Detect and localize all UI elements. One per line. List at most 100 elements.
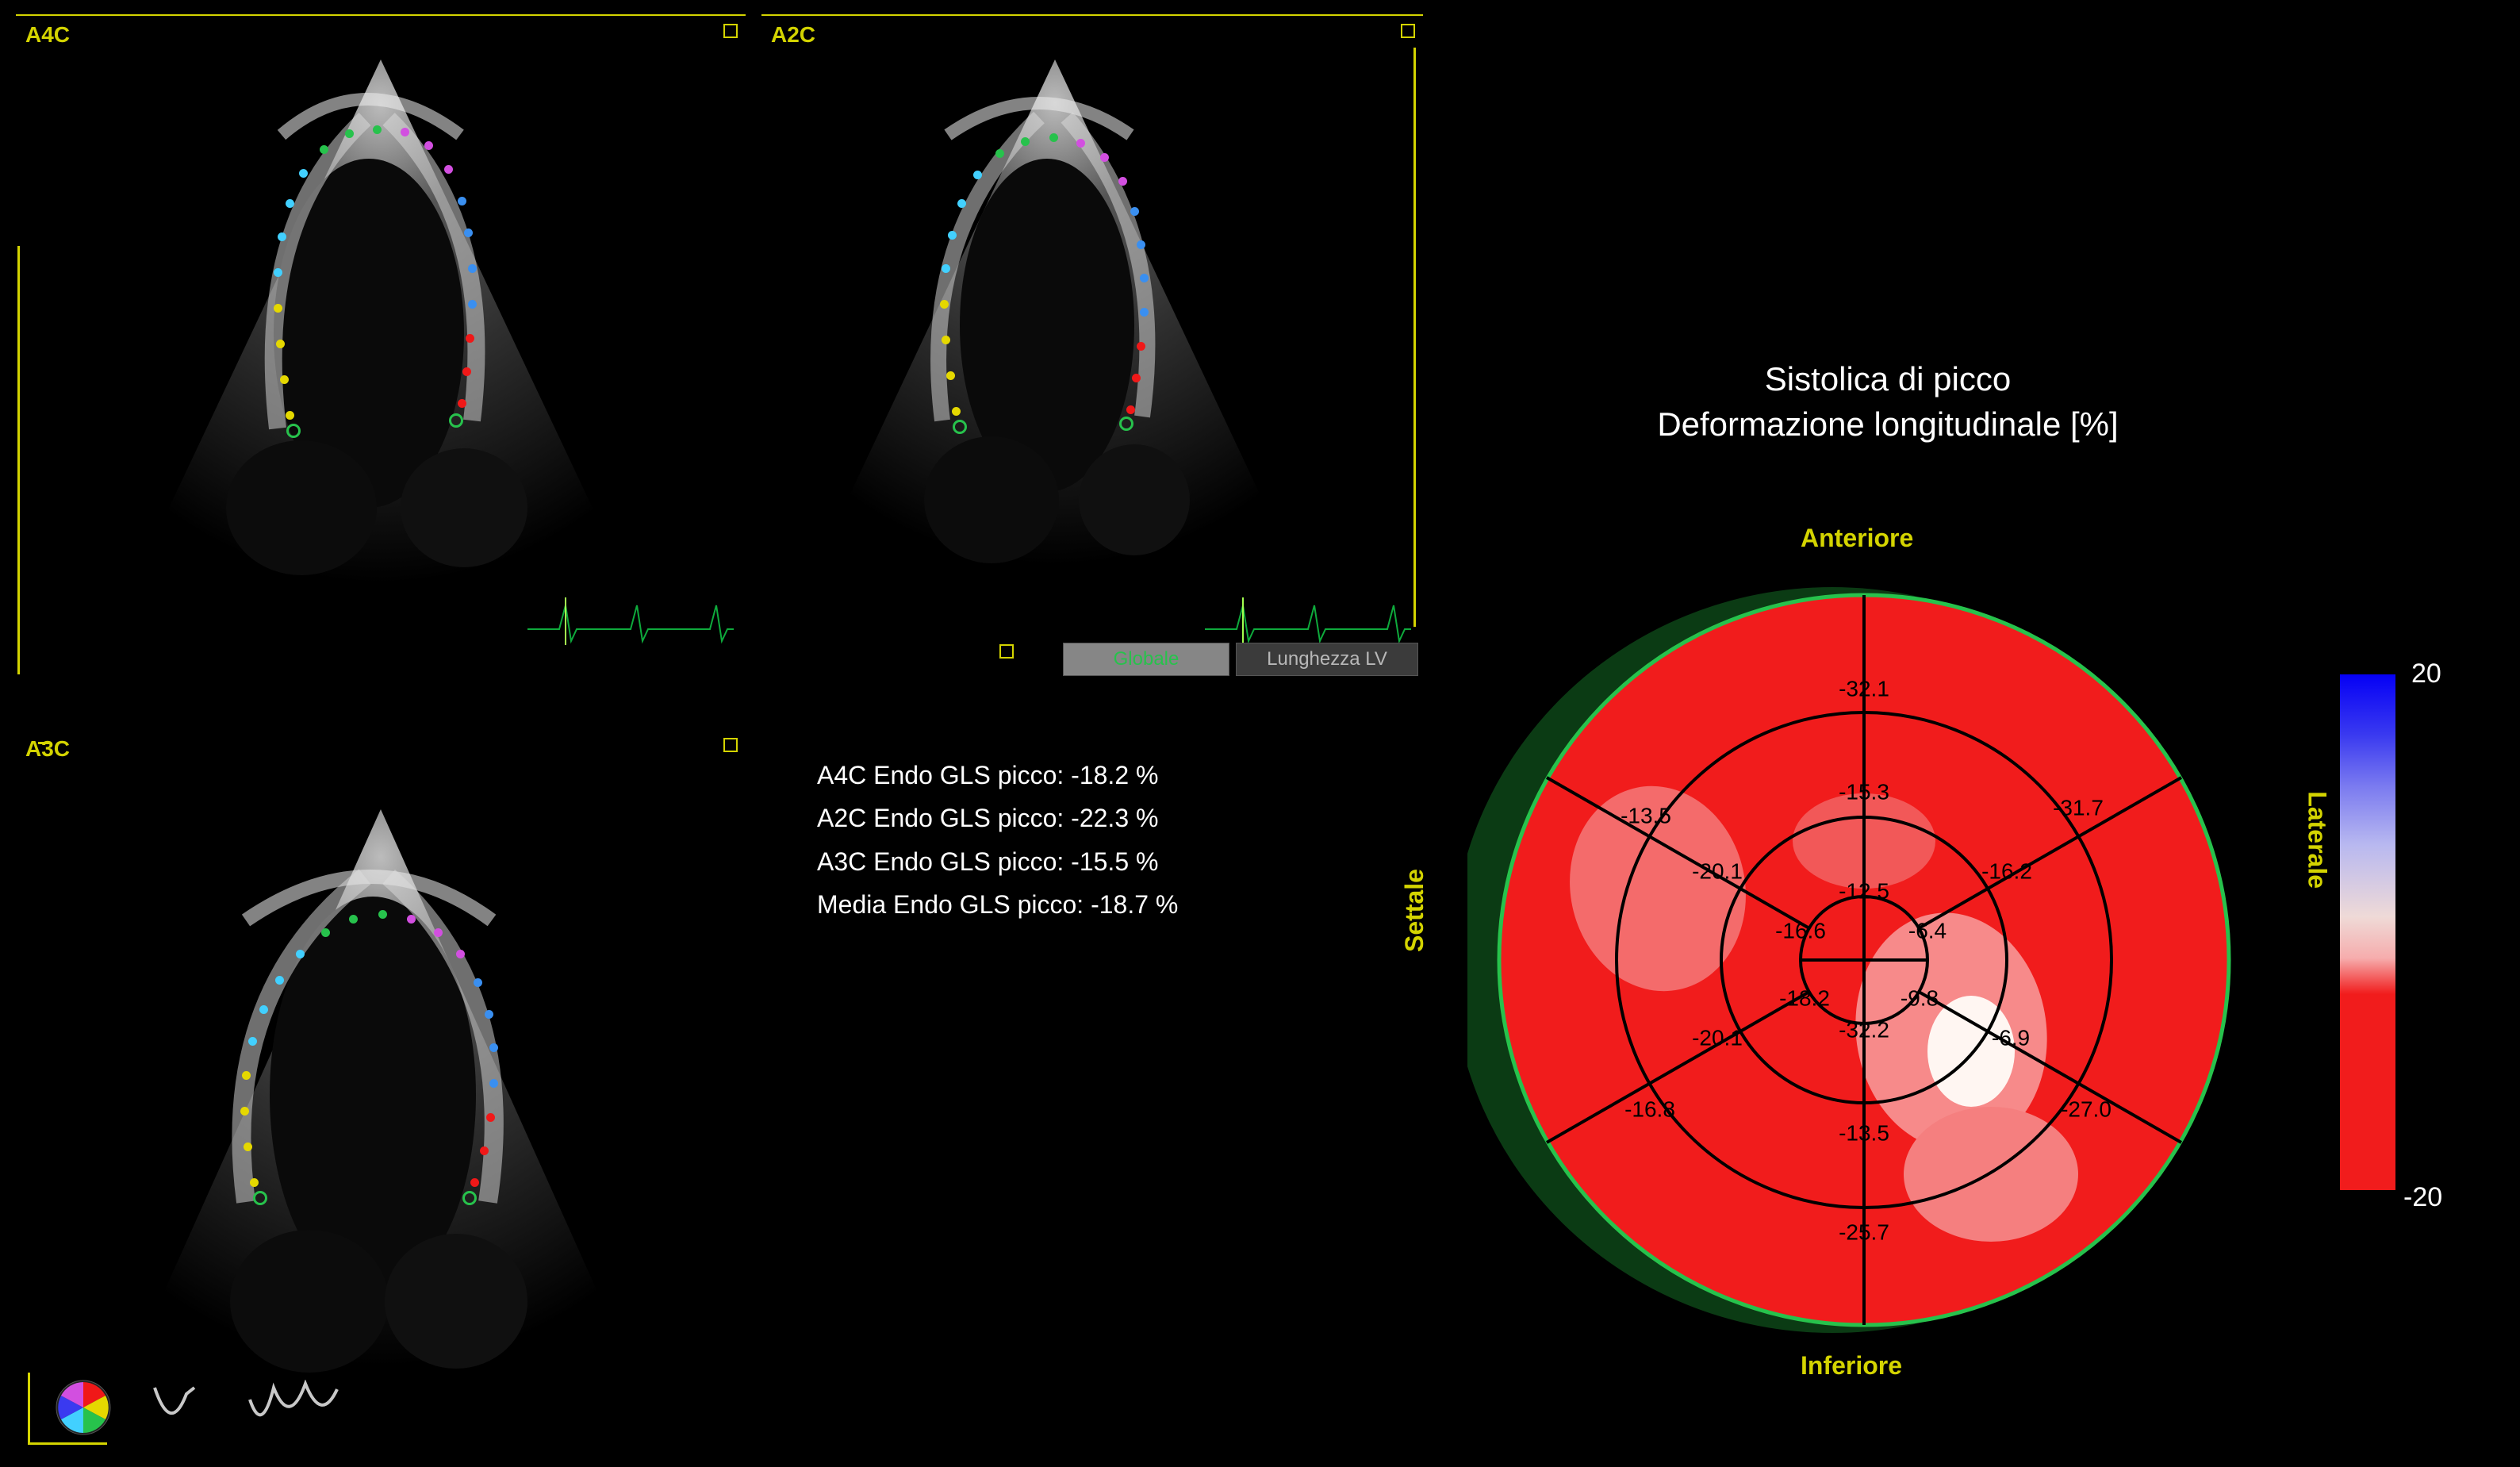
tracking-dot	[278, 232, 286, 241]
segment-value: -13.5	[1621, 803, 1671, 828]
tracking-dot	[299, 169, 308, 178]
segment-value: -16.8	[1624, 1096, 1675, 1121]
tracking-dot	[434, 928, 443, 937]
segment-value: -16.6	[1775, 918, 1826, 943]
readout-value: -18.7 %	[1091, 890, 1178, 919]
tracking-dot	[995, 149, 1004, 158]
colorbar-max: 20	[2411, 659, 2441, 689]
tracking-dots-a4c	[16, 14, 746, 673]
annulus-marker	[253, 1191, 267, 1205]
gls-readouts: A4C Endo GLS picco: -18.2 % A2C Endo GLS…	[817, 754, 1178, 927]
tracking-dot	[378, 910, 387, 919]
tracking-dot	[466, 334, 474, 343]
tracking-dot	[464, 228, 473, 237]
segment-value: -13.5	[1839, 1120, 1889, 1145]
bullseye-plot: -32.1 -31.7 -27.0 -25.7 -16.8 -13.5 -15.3 -16.2…	[1467, 555, 2261, 1349]
tracking-dot	[1100, 153, 1109, 162]
segment-value: -18.2	[1779, 985, 1830, 1010]
title-line: Sistolica di picco	[1452, 357, 2324, 402]
annulus-marker	[449, 413, 463, 428]
tracking-dot	[407, 915, 416, 924]
readout-label: Media Endo GLS picco:	[817, 890, 1084, 919]
tracking-dot	[480, 1146, 489, 1155]
tracking-dot	[349, 915, 358, 924]
tracking-dot	[948, 231, 957, 240]
wall-label-septal: Settale	[1400, 869, 1429, 952]
segment-value: -32.2	[1839, 1017, 1889, 1042]
tracking-dot	[321, 928, 330, 937]
tracking-dot	[456, 950, 465, 958]
strain-patch	[1927, 996, 2015, 1107]
tracking-dot	[274, 268, 282, 277]
tracking-dot	[942, 336, 950, 344]
tracking-dot	[280, 375, 289, 384]
wall-label-inferior: Inferiore	[1801, 1351, 1902, 1381]
tracking-dot	[1076, 139, 1085, 148]
tracking-dot	[250, 1178, 259, 1187]
tracking-dot	[1021, 137, 1030, 146]
segment-value: -31.7	[2053, 795, 2104, 820]
tracking-dot	[468, 264, 477, 273]
tracking-dots-a3c	[16, 730, 746, 1444]
tracking-dot	[275, 976, 284, 985]
segment-value: -32.1	[1839, 676, 1889, 701]
readout-value: -15.5 %	[1071, 847, 1158, 876]
readout-value: -18.2 %	[1071, 761, 1158, 789]
tracking-dot	[1137, 342, 1145, 351]
annulus-marker	[462, 1191, 477, 1205]
segment-value: -25.7	[1839, 1219, 1889, 1244]
annulus-marker	[953, 420, 967, 434]
tracking-dots-a2c	[761, 14, 1423, 673]
segment-value: -27.0	[2061, 1096, 2112, 1121]
readout-label: A2C Endo GLS picco:	[817, 804, 1064, 832]
tracking-dot	[957, 199, 966, 208]
colorbar-min: -20	[2403, 1182, 2442, 1213]
tracking-dot	[973, 171, 982, 179]
title-line: Deformazione longitudinale [%]	[1452, 402, 2324, 447]
tracking-dot	[276, 340, 285, 348]
tracking-dot	[1130, 207, 1139, 216]
tracking-dot	[244, 1142, 252, 1151]
tracking-dot	[320, 145, 328, 154]
tracking-dot	[259, 1005, 268, 1014]
wall-label-lateral: Laterale	[2303, 791, 2332, 889]
tracking-dot	[242, 1071, 251, 1080]
tracking-dot	[444, 165, 453, 174]
tracking-dot	[286, 199, 294, 208]
segment-value: -16.2	[1981, 858, 2032, 883]
readout-label: A3C Endo GLS picco:	[817, 847, 1064, 876]
segment-value: -9.8	[1901, 985, 1939, 1010]
tracking-dot	[489, 1043, 498, 1052]
tracking-dot	[401, 128, 409, 136]
annulus-marker	[1119, 417, 1133, 431]
wall-label-anterior: Anteriore	[1801, 524, 1913, 553]
bullseye-svg: -32.1 -31.7 -27.0 -25.7 -16.8 -13.5 -15.3 -16.2…	[1467, 555, 2261, 1349]
tracking-dot	[462, 367, 471, 376]
tracking-dot	[1132, 374, 1141, 382]
annulus-marker	[286, 424, 301, 438]
tracking-dot	[458, 399, 466, 408]
tracking-dot	[373, 125, 382, 134]
readout-label: A4C Endo GLS picco:	[817, 761, 1064, 789]
segment-value: -6.9	[1992, 1025, 2030, 1050]
segment-value: -20.1	[1692, 858, 1743, 883]
segment-value: -20.1	[1692, 1025, 1743, 1050]
tracking-dot	[486, 1113, 495, 1122]
segment-value: -15.3	[1839, 779, 1889, 804]
tracking-dot	[274, 304, 282, 313]
tracking-dot	[296, 950, 305, 958]
colorbar	[2340, 674, 2395, 1190]
tracking-dot	[248, 1037, 257, 1046]
tracking-dot	[1049, 133, 1058, 142]
tracking-dot	[468, 300, 477, 309]
tracking-dot	[345, 129, 354, 138]
bullseye-title: Sistolica di picco Deformazione longitud…	[1452, 357, 2324, 447]
tracking-dot	[1140, 308, 1149, 317]
tracking-dot	[1118, 177, 1127, 186]
readout-value: -22.3 %	[1071, 804, 1158, 832]
tracking-dot	[485, 1010, 493, 1019]
tracking-dot	[942, 264, 950, 273]
tracking-dot	[470, 1178, 479, 1187]
tracking-dot	[489, 1079, 498, 1088]
tracking-dot	[952, 407, 961, 416]
